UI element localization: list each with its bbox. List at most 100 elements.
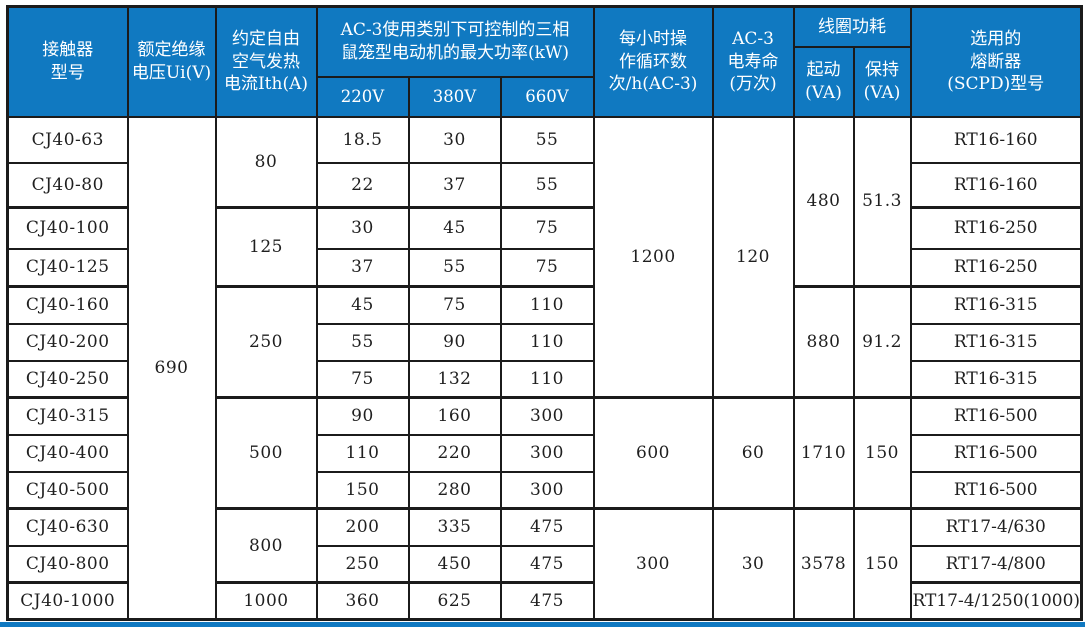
header-fuse-model: 选用的 熔断器 (SCPD)型号 bbox=[909, 5, 1083, 118]
cell-model: CJ40-100 bbox=[6, 206, 129, 250]
cell-power-660v: 475 bbox=[499, 581, 595, 621]
cell-power-380v: 37 bbox=[407, 161, 502, 209]
cell-fuse-model: RT16-250 bbox=[909, 247, 1083, 288]
cell-power-660v: 300 bbox=[499, 470, 595, 510]
cell-power-660v: 110 bbox=[499, 285, 595, 325]
cell-fuse-model: RT16-160 bbox=[909, 161, 1083, 209]
table-row: CJ40-1000 1000 360 625 475 RT17-4/1250(1… bbox=[6, 581, 1083, 621]
cell-fuse-model: RT16-315 bbox=[909, 322, 1083, 362]
cell-power-380v: 75 bbox=[407, 285, 502, 325]
cell-fuse-model: RT16-160 bbox=[909, 115, 1083, 164]
cell-power-380v: 450 bbox=[407, 544, 502, 584]
cell-power-220v: 18.5 bbox=[315, 115, 410, 164]
cell-cycles-per-hour: 300 bbox=[592, 507, 714, 621]
table-row: CJ40-80 22 37 55 RT16-160 bbox=[6, 161, 1083, 209]
cell-model: CJ40-1000 bbox=[6, 581, 129, 621]
header-electrical-life: AC-3 电寿命 (万次) bbox=[711, 5, 795, 118]
cell-power-380v: 160 bbox=[407, 396, 502, 436]
cell-model: CJ40-200 bbox=[6, 322, 129, 362]
header-row-1: 接触器 型号 额定绝缘 电压Ui(V) 约定自由 空气发热 电流Ith(A) A… bbox=[6, 5, 1083, 118]
cell-power-220v: 250 bbox=[315, 544, 410, 584]
cell-power-660v: 475 bbox=[499, 507, 595, 547]
cell-fuse-model: RT17-4/630 bbox=[909, 507, 1083, 547]
cell-coil-hold: 51.3 bbox=[852, 115, 912, 288]
table-row: CJ40-315 500 90 160 300 600 60 1710 150 … bbox=[6, 396, 1083, 510]
header-coil-hold: 保持 (VA) bbox=[852, 45, 912, 118]
cell-model: CJ40-250 bbox=[6, 359, 129, 399]
cell-power-380v: 625 bbox=[407, 581, 502, 621]
cell-power-660v: 300 bbox=[499, 433, 595, 473]
cell-power-660v: 475 bbox=[499, 544, 595, 584]
cell-fuse-model: RT16-500 bbox=[909, 433, 1083, 473]
header-rated-voltage: 额定绝缘 电压Ui(V) bbox=[126, 5, 217, 118]
cell-power-660v: 75 bbox=[499, 206, 595, 250]
table-row: CJ40-400 110 220 300 RT16-500 bbox=[6, 433, 1083, 473]
cell-power-380v: 132 bbox=[407, 359, 502, 399]
header-660v: 660V bbox=[499, 75, 595, 118]
cell-thermal-current: 250 bbox=[214, 285, 318, 399]
table-row: CJ40-250 75 132 110 RT16-315 bbox=[6, 359, 1083, 399]
cell-model: CJ40-630 bbox=[6, 507, 129, 547]
cell-fuse-model: RT16-315 bbox=[909, 359, 1083, 399]
cell-coil-start: 880 bbox=[792, 285, 855, 399]
cell-rated-voltage: 690 bbox=[126, 115, 217, 621]
cell-coil-start: 3578 bbox=[792, 507, 855, 621]
cell-model: CJ40-80 bbox=[6, 161, 129, 209]
cell-power-660v: 110 bbox=[499, 322, 595, 362]
cell-power-380v: 280 bbox=[407, 470, 502, 510]
cell-thermal-current: 500 bbox=[214, 396, 318, 510]
cell-model: CJ40-400 bbox=[6, 433, 129, 473]
table-row: CJ40-500 150 280 300 RT16-500 bbox=[6, 470, 1083, 510]
cell-power-660v: 75 bbox=[499, 247, 595, 288]
table-row: CJ40-125 37 55 75 RT16-250 bbox=[6, 247, 1083, 288]
cell-model: CJ40-500 bbox=[6, 470, 129, 510]
cell-power-220v: 55 bbox=[315, 322, 410, 362]
cell-fuse-model: RT16-250 bbox=[909, 206, 1083, 250]
cell-fuse-model: RT17-4/1250(1000) bbox=[909, 581, 1083, 621]
cell-model: CJ40-125 bbox=[6, 247, 129, 288]
cell-power-380v: 30 bbox=[407, 115, 502, 164]
cell-thermal-current: 125 bbox=[214, 206, 318, 288]
header-thermal-current: 约定自由 空气发热 电流Ith(A) bbox=[214, 5, 318, 118]
cell-model: CJ40-63 bbox=[6, 115, 129, 164]
cell-coil-start: 1710 bbox=[792, 396, 855, 510]
cell-power-220v: 90 bbox=[315, 396, 410, 436]
header-380v: 380V bbox=[407, 75, 502, 118]
cell-power-380v: 45 bbox=[407, 206, 502, 250]
cell-power-220v: 45 bbox=[315, 285, 410, 325]
cell-model: CJ40-160 bbox=[6, 285, 129, 325]
cell-thermal-current: 800 bbox=[214, 507, 318, 584]
cell-fuse-model: RT16-500 bbox=[909, 396, 1083, 436]
table-row: CJ40-63 690 80 18.5 30 55 1200 120 480 5… bbox=[6, 115, 1083, 621]
cell-power-220v: 110 bbox=[315, 433, 410, 473]
table-row: CJ40-200 55 90 110 RT16-315 bbox=[6, 322, 1083, 362]
cell-power-220v: 37 bbox=[315, 247, 410, 288]
cell-electrical-life: 30 bbox=[711, 507, 795, 621]
header-model: 接触器 型号 bbox=[6, 5, 129, 118]
cell-power-220v: 75 bbox=[315, 359, 410, 399]
cell-coil-hold: 91.2 bbox=[852, 285, 912, 399]
cell-power-220v: 30 bbox=[315, 206, 410, 250]
contactor-spec-table: 接触器 型号 额定绝缘 电压Ui(V) 约定自由 空气发热 电流Ith(A) A… bbox=[6, 5, 1084, 621]
cell-power-220v: 22 bbox=[315, 161, 410, 209]
cell-cycles-per-hour: 1200 bbox=[592, 115, 714, 399]
header-coil-start: 起动 (VA) bbox=[792, 45, 855, 118]
cell-power-220v: 150 bbox=[315, 470, 410, 510]
cell-power-220v: 360 bbox=[315, 581, 410, 621]
cell-electrical-life: 120 bbox=[711, 115, 795, 399]
cell-coil-hold: 150 bbox=[852, 396, 912, 510]
cell-power-220v: 200 bbox=[315, 507, 410, 547]
header-row-3: 220V 380V 660V bbox=[8, 75, 1082, 118]
header-power-group: AC-3使用类别下可控制的三相 鼠笼型电动机的最大功率(kW) bbox=[315, 5, 595, 78]
cell-power-660v: 55 bbox=[499, 161, 595, 209]
cell-cycles-per-hour: 600 bbox=[592, 396, 714, 510]
header-cycles-per-hour: 每小时操 作循环数 次/h(AC-3) bbox=[592, 5, 714, 118]
cell-coil-start: 480 bbox=[792, 115, 855, 288]
cell-fuse-model: RT17-4/800 bbox=[909, 544, 1083, 584]
cell-fuse-model: RT16-500 bbox=[909, 470, 1083, 510]
cell-power-380v: 90 bbox=[407, 322, 502, 362]
header-220v: 220V bbox=[315, 75, 410, 118]
cell-coil-hold: 150 bbox=[852, 507, 912, 621]
header-coil-power-group: 线圈功耗 bbox=[792, 5, 912, 48]
